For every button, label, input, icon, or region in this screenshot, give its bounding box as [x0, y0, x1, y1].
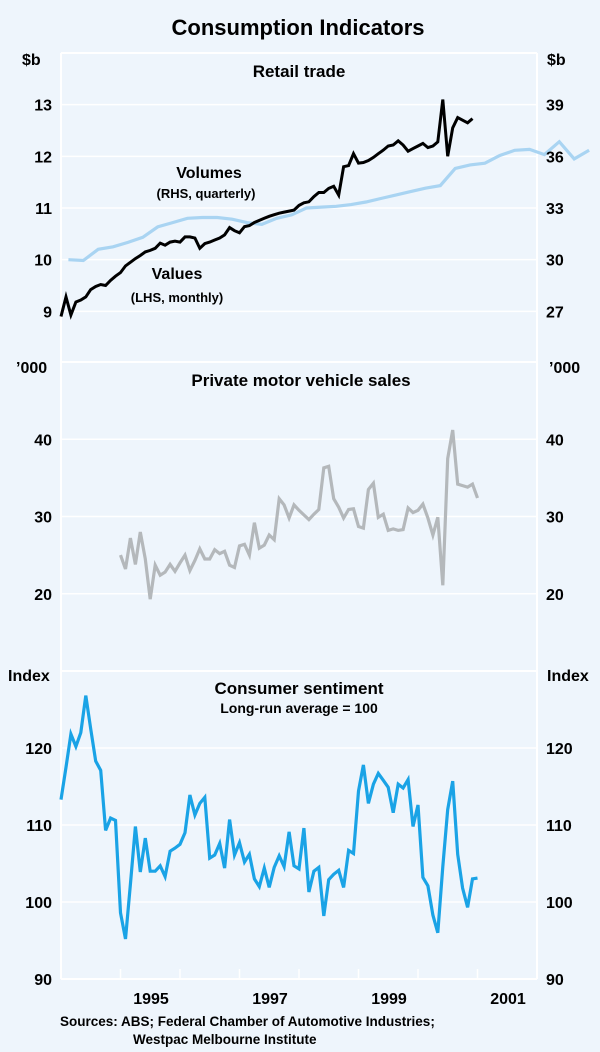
- y-tick-label-right: 120: [546, 741, 573, 758]
- unit-label-right-retail: $b: [547, 52, 566, 69]
- panel-title-retail: Retail trade: [253, 62, 346, 81]
- y-tick-label-left: 120: [25, 741, 52, 758]
- annotation-volumes-sub: (RHS, quarterly): [157, 186, 256, 201]
- x-tick-label-1995: 1995: [133, 991, 169, 1008]
- chart-title: Consumption Indicators: [172, 15, 425, 40]
- y-tick-label-right: 30: [546, 510, 564, 527]
- annotation-volumes: Volumes: [176, 165, 242, 182]
- y-tick-label-left: 100: [25, 895, 52, 912]
- series-lines: [59, 99, 590, 940]
- y-tick-label-left: 10: [34, 253, 52, 270]
- y-tick-label-right: 90: [546, 972, 564, 989]
- y-tick-label-left: 30: [34, 510, 52, 527]
- annotation-values: Values: [152, 266, 203, 283]
- panel-title-sentiment: Consumer sentiment: [214, 679, 383, 698]
- y-tick-label-right: 36: [546, 149, 564, 166]
- unit-label-right-vehicles: ’000: [549, 360, 580, 377]
- series-line-consumer-sentiment: [59, 695, 478, 940]
- x-tick-label-1999: 1999: [371, 991, 407, 1008]
- sources-line-1: Sources: ABS; Federal Chamber of Automot…: [60, 1014, 435, 1029]
- y-tick-label-right: 30: [546, 253, 564, 270]
- panel-subtitle-sentiment: Long-run average = 100: [220, 700, 378, 716]
- sources-line-2: Westpac Melbourne Institute: [133, 1032, 317, 1047]
- series-line-private-motor-vehicle-sales: [118, 429, 480, 600]
- panel-title-vehicles: Private motor vehicle sales: [191, 371, 410, 390]
- unit-label-left-retail: $b: [22, 52, 41, 69]
- y-tick-label-left: 9: [43, 304, 52, 321]
- y-tick-label-left: 11: [35, 201, 52, 218]
- unit-label-left-vehicles: ’000: [16, 360, 47, 377]
- x-tick-label-2001: 2001: [490, 991, 526, 1008]
- series-line-volumes: [68, 139, 590, 263]
- y-tick-label-right: 20: [546, 587, 564, 604]
- y-tick-label-left: 13: [34, 98, 52, 115]
- unit-label-right-sentiment: Index: [547, 668, 589, 685]
- y-tick-label-left: 110: [26, 818, 52, 835]
- y-tick-label-right: 110: [546, 818, 572, 835]
- y-tick-label-left: 40: [34, 432, 52, 449]
- y-tick-label-right: 39: [546, 98, 564, 115]
- y-tick-label-left: 12: [34, 149, 52, 166]
- tick-labels: 9 10 11 12 13 27 30 33 36 39 20 30 40 20 30 40 90 100 110 1…: [25, 98, 573, 989]
- y-tick-label-right: 27: [546, 304, 564, 321]
- y-tick-label-right: 100: [546, 895, 573, 912]
- y-tick-label-right: 33: [546, 201, 564, 218]
- y-tick-label-right: 40: [546, 432, 564, 449]
- series-line-values: [59, 99, 474, 320]
- unit-label-left-sentiment: Index: [8, 668, 50, 685]
- gridlines: [61, 103, 537, 980]
- x-tick-label-1997: 1997: [252, 991, 288, 1008]
- y-tick-label-left: 90: [34, 972, 52, 989]
- annotation-values-sub: (LHS, monthly): [131, 290, 223, 305]
- y-tick-label-left: 20: [34, 587, 52, 604]
